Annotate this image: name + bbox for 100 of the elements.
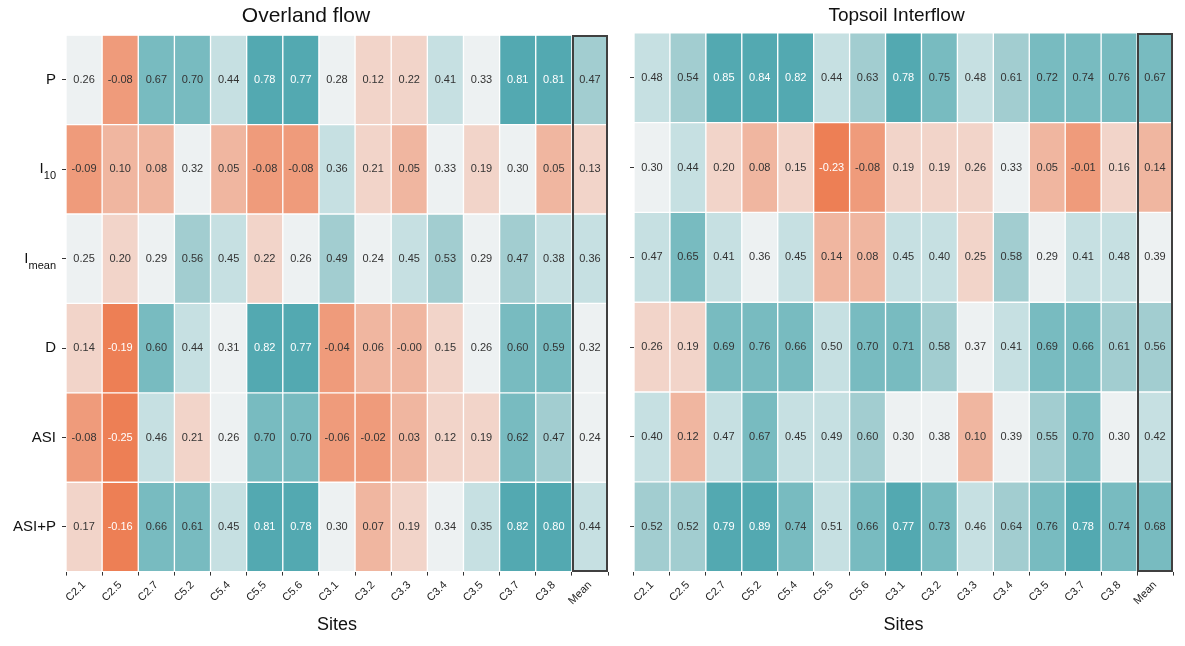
data-label: 0.82 bbox=[506, 519, 529, 532]
data-label: 0.80 bbox=[543, 519, 565, 532]
data-label: 0.54 bbox=[677, 70, 699, 83]
data-label: 0.26 bbox=[964, 160, 987, 173]
data-label: 0.72 bbox=[1036, 70, 1058, 83]
data-label: 0.78 bbox=[1072, 519, 1094, 532]
data-label: -0.19 bbox=[107, 341, 133, 354]
data-label: 0.06 bbox=[362, 341, 384, 354]
data-label: 0.08 bbox=[856, 250, 879, 263]
data-label: 0.26 bbox=[217, 430, 240, 443]
data-label: 0.82 bbox=[784, 70, 807, 83]
data-label: 0.78 bbox=[254, 72, 276, 85]
data-label: 0.55 bbox=[1036, 429, 1058, 442]
data-label: 0.35 bbox=[470, 519, 493, 532]
data-label: 0.63 bbox=[856, 70, 879, 83]
data-label: 0.46 bbox=[964, 519, 987, 532]
data-label: 0.28 bbox=[326, 72, 348, 85]
data-label: -0.08 bbox=[107, 72, 133, 85]
data-label: 0.66 bbox=[784, 340, 807, 353]
x-tick-label: C3.1 bbox=[882, 578, 908, 604]
data-label: 0.44 bbox=[820, 70, 843, 83]
data-label: -0.01 bbox=[1070, 160, 1096, 173]
data-label: 0.36 bbox=[326, 162, 348, 175]
data-label: -0.09 bbox=[71, 162, 97, 175]
data-label: 0.61 bbox=[1000, 70, 1023, 83]
data-label: 0.60 bbox=[145, 341, 168, 354]
data-label: 0.24 bbox=[579, 430, 601, 443]
data-label: 0.32 bbox=[181, 162, 204, 175]
data-label: 0.64 bbox=[1000, 519, 1023, 532]
x-tick-label: C2.1 bbox=[62, 578, 88, 604]
data-label: 0.13 bbox=[579, 162, 601, 175]
data-label: 0.33 bbox=[1000, 160, 1023, 173]
data-label: 0.29 bbox=[1036, 250, 1058, 263]
data-label: 0.20 bbox=[713, 160, 735, 173]
data-label: -0.16 bbox=[107, 519, 133, 532]
data-label: 0.31 bbox=[217, 341, 240, 354]
data-label: 0.41 bbox=[434, 72, 457, 85]
data-label: 0.81 bbox=[254, 519, 276, 532]
data-label: 0.45 bbox=[217, 251, 240, 264]
data-label: 0.81 bbox=[543, 72, 565, 85]
data-label: 0.39 bbox=[1144, 250, 1166, 263]
data-label: 0.19 bbox=[470, 162, 493, 175]
data-label: -0.06 bbox=[324, 430, 350, 443]
data-label: 0.65 bbox=[677, 250, 699, 263]
data-label: 0.46 bbox=[145, 430, 168, 443]
data-label: 0.69 bbox=[713, 340, 735, 353]
data-label: 0.73 bbox=[928, 519, 951, 532]
data-label: 0.67 bbox=[145, 72, 168, 85]
data-label: 0.26 bbox=[641, 340, 663, 353]
data-label: 0.49 bbox=[326, 251, 348, 264]
data-label: 0.60 bbox=[856, 429, 879, 442]
data-label: 0.12 bbox=[434, 430, 457, 443]
data-label: 0.08 bbox=[145, 162, 168, 175]
data-label: -0.08 bbox=[252, 162, 278, 175]
data-label: 0.25 bbox=[73, 251, 95, 264]
data-label: 0.30 bbox=[1108, 429, 1130, 442]
data-label: -0.23 bbox=[819, 160, 845, 173]
data-label: 0.76 bbox=[1108, 70, 1130, 83]
data-label: 0.40 bbox=[928, 250, 951, 263]
data-label: 0.41 bbox=[1072, 250, 1094, 263]
data-label: 0.48 bbox=[641, 70, 663, 83]
data-label: 0.30 bbox=[641, 160, 663, 173]
data-label: 0.53 bbox=[434, 251, 457, 264]
data-label: 0.77 bbox=[290, 72, 312, 85]
data-label: 0.70 bbox=[1072, 429, 1094, 442]
data-label: 0.30 bbox=[506, 162, 529, 175]
data-label: 0.66 bbox=[145, 519, 168, 532]
y-tick-label: ASI+P bbox=[13, 517, 57, 535]
data-label: 0.74 bbox=[1108, 519, 1130, 532]
data-label: 0.33 bbox=[470, 72, 493, 85]
data-label: 0.22 bbox=[398, 72, 420, 85]
data-label: 0.10 bbox=[964, 429, 987, 442]
data-label: 0.70 bbox=[290, 430, 312, 443]
data-label: 0.15 bbox=[784, 160, 807, 173]
data-label: 0.41 bbox=[1000, 340, 1023, 353]
data-label: 0.37 bbox=[964, 340, 987, 353]
data-label: 0.03 bbox=[398, 430, 420, 443]
data-label: 0.61 bbox=[181, 519, 204, 532]
data-label: 0.14 bbox=[820, 250, 843, 263]
data-label: 0.89 bbox=[749, 519, 771, 532]
data-label: 0.56 bbox=[1144, 340, 1166, 353]
data-label: 0.71 bbox=[892, 340, 915, 353]
chart-title: Topsoil Interflow bbox=[828, 3, 965, 25]
data-label: 0.40 bbox=[641, 429, 663, 442]
data-label: 0.12 bbox=[362, 72, 384, 85]
data-label: 0.07 bbox=[362, 519, 384, 532]
data-label: 0.38 bbox=[543, 251, 565, 264]
data-label: 0.81 bbox=[506, 72, 529, 85]
data-label: 0.58 bbox=[928, 340, 951, 353]
data-label: 0.19 bbox=[398, 519, 420, 532]
x-axis-title: Sites bbox=[883, 614, 924, 635]
data-label: 0.30 bbox=[326, 519, 348, 532]
data-label: 0.16 bbox=[1108, 160, 1130, 173]
data-label: 0.05 bbox=[1036, 160, 1058, 173]
data-label: 0.61 bbox=[1108, 340, 1130, 353]
data-label: 0.74 bbox=[784, 519, 807, 532]
data-label: 0.66 bbox=[856, 519, 879, 532]
data-label: 0.66 bbox=[1072, 340, 1094, 353]
data-label: 0.14 bbox=[1144, 160, 1166, 173]
data-label: 0.29 bbox=[145, 251, 168, 264]
